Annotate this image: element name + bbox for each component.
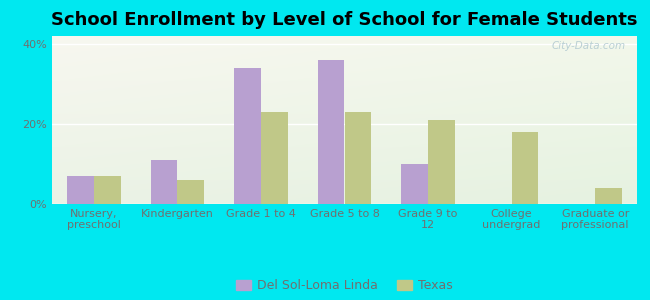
Bar [401,164,428,204]
Bar [67,176,94,204]
Bar [234,68,261,204]
Bar [151,160,177,204]
Bar [261,112,288,204]
Bar [318,60,344,204]
Legend: Del Sol-Loma Linda, Texas: Del Sol-Loma Linda, Texas [231,274,458,297]
Bar [512,132,538,204]
Bar [344,112,371,204]
Bar [177,180,204,204]
Bar [94,176,120,204]
Text: City-Data.com: City-Data.com [551,41,625,51]
Bar [595,188,622,204]
Title: School Enrollment by Level of School for Female Students: School Enrollment by Level of School for… [51,11,638,29]
Bar [428,120,455,204]
